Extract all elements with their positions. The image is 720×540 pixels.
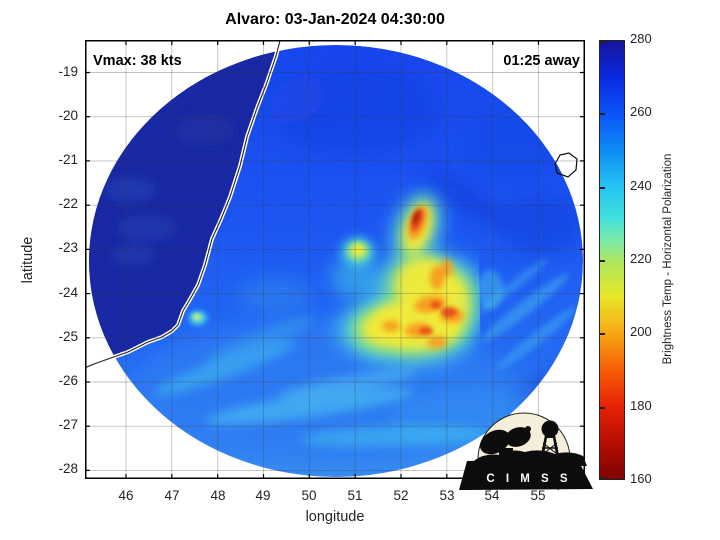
colorbar-tick-label: 240 xyxy=(630,178,652,193)
x-tick-label: 49 xyxy=(255,488,271,503)
colorbar-label: Brightness Temp - Horizontal Polarizatio… xyxy=(662,153,674,365)
y-tick-label: -28 xyxy=(58,461,78,477)
pixel-noise xyxy=(89,45,583,477)
map-plot xyxy=(85,40,585,479)
x-tick-label: 53 xyxy=(439,488,455,503)
water-tower-icon xyxy=(540,420,560,460)
x-axis-label: longitude xyxy=(305,509,365,525)
grid-lines xyxy=(85,40,585,479)
swath-image xyxy=(89,45,583,477)
y-tick-label: -24 xyxy=(58,284,78,300)
colorbar-tick-label: 200 xyxy=(630,324,652,339)
eta-annotation: 01:25 away xyxy=(503,53,580,69)
y-tick-label: -20 xyxy=(58,107,78,123)
y-axis-label: latitude xyxy=(20,236,36,284)
x-tick-label: 50 xyxy=(301,488,317,503)
colorbar-tick-label: 220 xyxy=(630,251,652,266)
madagascar-coastline xyxy=(85,40,283,370)
plot-box xyxy=(85,40,585,479)
vmax-annotation: Vmax: 38 kts xyxy=(93,53,182,69)
y-tick-label: -25 xyxy=(58,328,78,344)
y-tick-label: -27 xyxy=(58,417,78,433)
x-tick-label: 51 xyxy=(347,488,363,503)
y-tick-label: -19 xyxy=(58,63,78,79)
cimss-logo: C I M S S xyxy=(459,412,593,490)
colorbar-tick-label: 160 xyxy=(630,471,652,486)
cimss-banner xyxy=(459,458,593,490)
x-tick-label: 52 xyxy=(393,488,409,503)
page-title: Alvaro: 03-Jan-2024 04:30:00 xyxy=(225,11,445,28)
x-tick-label: 47 xyxy=(164,488,180,503)
y-tick-label: -21 xyxy=(58,151,78,167)
cimss-text: C I M S S xyxy=(486,473,571,485)
colorbar-tick-label: 180 xyxy=(630,398,652,413)
x-tick-label: 48 xyxy=(210,488,226,503)
x-tick-label: 46 xyxy=(118,488,134,503)
x-tick-label: 55 xyxy=(530,488,546,503)
colorbar xyxy=(599,40,625,480)
reunion-island-outline xyxy=(554,152,578,178)
colorbar-tick-label: 260 xyxy=(630,104,652,119)
y-tick-label: -26 xyxy=(58,373,78,388)
x-tick-label: 54 xyxy=(484,488,500,503)
y-tick-label: -23 xyxy=(58,240,78,256)
colorbar-tick-label: 280 xyxy=(630,31,652,46)
y-tick-label: -22 xyxy=(58,196,78,212)
